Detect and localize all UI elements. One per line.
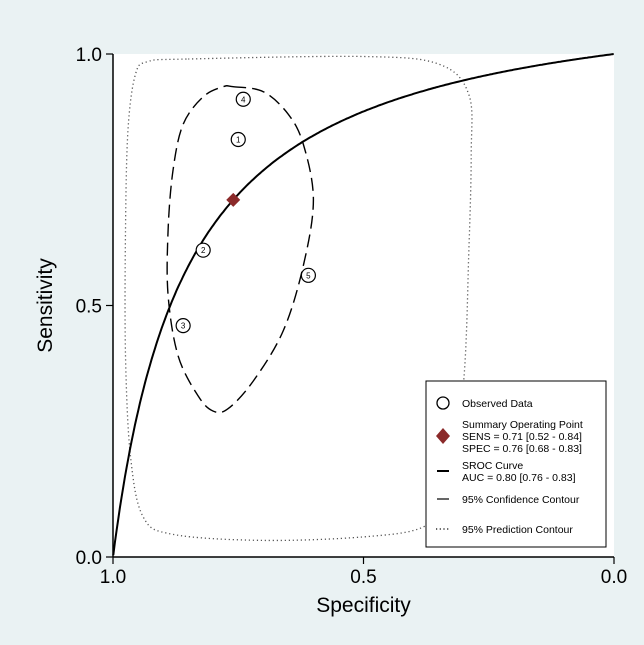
legend-confidence-label: 95% Confidence Contour [462,494,580,506]
y-tick-label: 1.0 [76,45,102,66]
y-tick-label: 0.5 [76,297,102,318]
legend-summary-title: Summary Operating Point [462,419,583,431]
observed-point-marker [230,131,246,148]
x-tick-label: 0.5 [350,567,376,588]
legend-observed-icon [436,396,450,410]
prediction-contour [124,55,473,542]
observed-point-label: 3 [181,322,186,331]
observed-point-label: 4 [241,95,246,104]
ticks-layer: 1.0 0.5 0.0 0.0 0.5 1.0 [76,45,628,588]
observed-point-marker [175,318,191,334]
y-tick-label: 0.0 [76,548,102,569]
summary-operating-point [226,192,241,207]
legend: Observed Data Summary Operating Point SE… [425,380,607,548]
observed-point-label: 1 [236,136,241,145]
observed-point-marker [235,91,251,107]
x-tick-label: 1.0 [100,567,126,588]
observed-point: 3 [175,318,191,334]
observed-point-label: 5 [306,271,311,280]
y-axis-title: Sensitivity [34,258,57,353]
legend-sroc-title: SROC Curve [462,460,523,472]
legend-summary-sens: SENS = 0.71 [0.52 - 0.84] [462,431,582,443]
observed-point: 5 [300,267,316,283]
observed-point-label: 2 [201,246,206,255]
observed-point-marker [195,242,211,258]
legend-prediction-label: 95% Prediction Contour [462,524,573,536]
legend-summary-spec: SPEC = 0.76 [0.68 - 0.83] [462,443,582,455]
observed-point: 2 [195,242,211,258]
contours-layer [124,55,473,542]
observed-points-layer: 1 2 3 4 5 [175,91,316,334]
x-axis-title: Specificity [316,594,411,617]
observed-point: 1 [230,131,246,148]
x-tick-label: 0.0 [601,567,627,588]
legend-summary-icon [436,428,450,444]
observed-point-marker [300,267,316,283]
confidence-contour [166,85,315,414]
legend-sroc-auc: AUC = 0.80 [0.76 - 0.83] [462,472,576,484]
legend-box [425,380,607,548]
observed-point: 4 [235,91,251,107]
legend-observed-label: Observed Data [462,398,533,410]
